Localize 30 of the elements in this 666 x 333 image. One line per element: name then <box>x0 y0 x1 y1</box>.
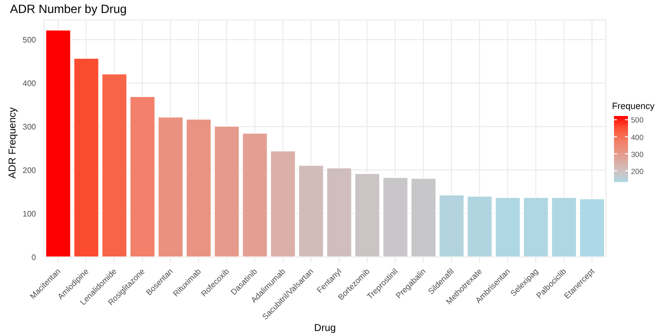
bar <box>410 178 436 257</box>
bar <box>158 116 184 257</box>
bar <box>129 96 156 257</box>
x-axis-title: Drug <box>314 323 336 333</box>
y-tick-label: 0 <box>32 252 37 262</box>
chart-title: ADR Number by Drug <box>10 2 127 16</box>
y-tick-label: 100 <box>22 209 37 218</box>
y-axis-title: ADR Frequency <box>8 107 19 178</box>
bar <box>270 150 296 257</box>
bar <box>354 173 380 257</box>
bar <box>214 126 240 257</box>
bar <box>242 132 268 257</box>
bar <box>73 58 100 257</box>
y-tick-label: 300 <box>22 122 37 132</box>
bar <box>438 194 465 257</box>
bar <box>494 196 521 257</box>
bar <box>326 167 352 257</box>
bar <box>466 196 493 257</box>
y-tick-label: 200 <box>22 166 37 175</box>
y-tick-label: 400 <box>22 78 37 88</box>
bar <box>45 30 72 257</box>
y-tick-label: 500 <box>22 35 37 44</box>
bar <box>522 196 549 257</box>
bar <box>186 118 212 257</box>
bar <box>298 164 324 257</box>
bar <box>579 198 606 257</box>
bar <box>550 196 577 257</box>
bar <box>382 176 408 257</box>
legend-title: Frequency <box>612 101 656 111</box>
bar <box>101 73 128 257</box>
